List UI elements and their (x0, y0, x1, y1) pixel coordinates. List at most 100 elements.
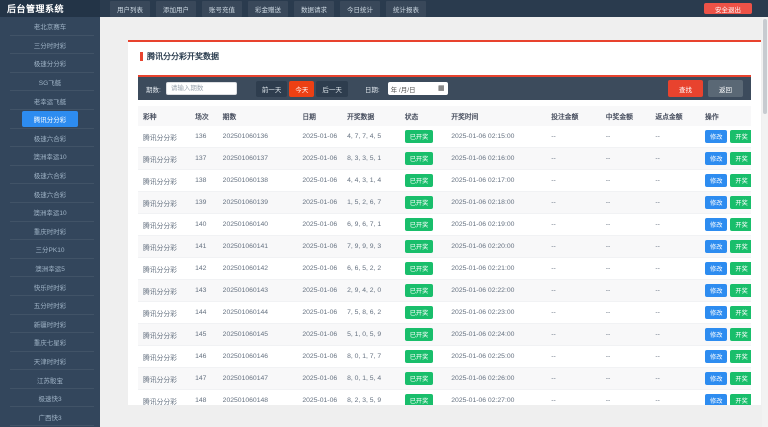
status-badge: 已开奖 (405, 328, 434, 341)
draw-button[interactable]: 开奖 (730, 130, 751, 143)
modify-button[interactable]: 修改 (705, 174, 727, 187)
column-header: 期数 (218, 106, 298, 126)
date-input[interactable]: 年 /月/日 ▦ (388, 82, 448, 95)
sidebar-item[interactable]: 澳洲幸运10 (0, 203, 100, 222)
modify-button[interactable]: 修改 (705, 284, 727, 297)
sidebar-item-label: 极速快3 (26, 390, 73, 406)
search-button[interactable]: 查找 (668, 80, 703, 97)
sidebar-item[interactable]: 三分时时彩 (0, 36, 100, 55)
draw-button[interactable]: 开奖 (730, 218, 751, 231)
top-nav-item[interactable]: 数据请求 (294, 1, 334, 17)
sidebar-item[interactable]: 极速分分彩 (0, 54, 100, 73)
sidebar-item-label: 快乐时时彩 (22, 279, 79, 295)
period-input[interactable] (166, 82, 237, 95)
top-nav-item[interactable]: 统计报表 (386, 1, 426, 17)
cell-bet: -- (546, 170, 601, 192)
table-head: 彩种场次期数日期开奖数据状态开奖时间投注金额中奖金额返点金额操作 (138, 106, 751, 126)
sidebar-item[interactable]: 三分PK10 (0, 240, 100, 259)
draw-button[interactable]: 开奖 (730, 372, 751, 385)
scrollbar-thumb[interactable] (763, 19, 767, 114)
modify-button[interactable]: 修改 (705, 130, 727, 143)
prev-day-button[interactable]: 前一天 (256, 81, 288, 97)
status-badge: 已开奖 (405, 240, 434, 253)
cell-win: -- (601, 368, 651, 390)
filter-bar: 期数: 前一天 今天 后一天 日期: 年 /月/日 ▦ 查找 返回 (138, 75, 751, 100)
logout-button[interactable]: 安全退出 (704, 3, 752, 14)
sidebar-item[interactable]: 澳洲幸运5 (0, 259, 100, 278)
cell-bet: -- (546, 324, 601, 346)
modify-button[interactable]: 修改 (705, 262, 727, 275)
next-day-button[interactable]: 后一天 (316, 81, 348, 97)
top-nav-item[interactable]: 今日统计 (340, 1, 380, 17)
cell-period: 202501060141 (218, 236, 298, 258)
sidebar-item[interactable]: 极速六合彩 (0, 184, 100, 203)
draw-button[interactable]: 开奖 (730, 306, 751, 319)
cell-session: 145 (190, 324, 218, 346)
today-button[interactable]: 今天 (289, 81, 314, 97)
sidebar-item[interactable]: 极速六合彩 (0, 129, 100, 148)
modify-button[interactable]: 修改 (705, 240, 727, 253)
sidebar-item-label: 天津时时彩 (22, 353, 79, 369)
sidebar-item[interactable]: 重庆时时彩 (0, 222, 100, 241)
cell-date: 2025-01-06 (297, 390, 342, 406)
top-nav-item[interactable]: 彩金赠送 (248, 1, 288, 17)
sidebar-item[interactable]: 极速六合彩 (0, 166, 100, 185)
draw-button[interactable]: 开奖 (730, 240, 751, 253)
modify-button[interactable]: 修改 (705, 218, 727, 231)
sidebar-item[interactable]: 重庆七星彩 (0, 333, 100, 352)
sidebar-item-label: 三分PK10 (24, 241, 77, 257)
sidebar-item[interactable]: 五分时时彩 (0, 296, 100, 315)
cell-date: 2025-01-06 (297, 258, 342, 280)
sidebar-item[interactable]: 老北京赛车 (0, 17, 100, 36)
cell-win: -- (601, 324, 651, 346)
back-button[interactable]: 返回 (708, 80, 743, 97)
sidebar-item[interactable]: 江苏骰宝 (0, 370, 100, 389)
cell-win: -- (601, 258, 651, 280)
modify-button[interactable]: 修改 (705, 306, 727, 319)
draw-button[interactable]: 开奖 (730, 174, 751, 187)
cell-numbers: 1, 5, 2, 6, 7 (342, 192, 400, 214)
draw-button[interactable]: 开奖 (730, 394, 751, 405)
cell-status: 已开奖 (400, 324, 447, 346)
top-nav: 用户列表添加用户账号充值彩金赠送数据请求今日统计统计报表 (100, 0, 426, 17)
sidebar-item[interactable]: 极速快3 (0, 389, 100, 408)
modify-button[interactable]: 修改 (705, 328, 727, 341)
draw-button[interactable]: 开奖 (730, 196, 751, 209)
cell-period: 202501060147 (218, 368, 298, 390)
modify-button[interactable]: 修改 (705, 350, 727, 363)
sidebar-item[interactable]: 新疆时时彩 (0, 315, 100, 334)
cell-numbers: 8, 0, 1, 5, 4 (342, 368, 400, 390)
scrollbar[interactable] (762, 17, 768, 427)
draw-button[interactable]: 开奖 (730, 328, 751, 341)
sidebar-item[interactable]: 快乐时时彩 (0, 277, 100, 296)
cell-actions: 修改开奖 (700, 126, 751, 148)
sidebar-item[interactable]: 广西快3 (0, 407, 100, 426)
modify-button[interactable]: 修改 (705, 394, 727, 405)
main-content: 腾讯分分彩开奖数据 期数: 前一天 今天 后一天 日期: 年 /月/日 ▦ 查找… (100, 17, 768, 427)
draw-button[interactable]: 开奖 (730, 262, 751, 275)
column-header: 返点金额 (650, 106, 700, 126)
cell-date: 2025-01-06 (297, 302, 342, 324)
draw-button[interactable]: 开奖 (730, 284, 751, 297)
modify-button[interactable]: 修改 (705, 152, 727, 165)
sidebar-item[interactable]: 澳洲幸运10 (0, 147, 100, 166)
cell-session: 141 (190, 236, 218, 258)
cell-session: 146 (190, 346, 218, 368)
top-nav-item[interactable]: 账号充值 (202, 1, 242, 17)
app-title: 后台管理系统 (0, 0, 100, 17)
sidebar-item[interactable]: SG飞艇 (0, 73, 100, 92)
modify-button[interactable]: 修改 (705, 196, 727, 209)
sidebar-item[interactable]: 老幸运飞艇 (0, 91, 100, 110)
sidebar-item[interactable]: 腾讯分分彩 (0, 110, 100, 129)
modify-button[interactable]: 修改 (705, 372, 727, 385)
sidebar-item[interactable]: 天津时时彩 (0, 352, 100, 371)
cell-rebate: -- (650, 258, 700, 280)
top-nav-item[interactable]: 用户列表 (110, 1, 150, 17)
draw-button[interactable]: 开奖 (730, 152, 751, 165)
cell-numbers: 7, 9, 9, 9, 3 (342, 236, 400, 258)
cell-lottery: 腾讯分分彩 (138, 236, 190, 258)
draw-button[interactable]: 开奖 (730, 350, 751, 363)
top-nav-item[interactable]: 添加用户 (156, 1, 196, 17)
cell-session: 144 (190, 302, 218, 324)
sidebar: 老北京赛车三分时时彩极速分分彩SG飞艇老幸运飞艇腾讯分分彩极速六合彩澳洲幸运10… (0, 17, 100, 427)
